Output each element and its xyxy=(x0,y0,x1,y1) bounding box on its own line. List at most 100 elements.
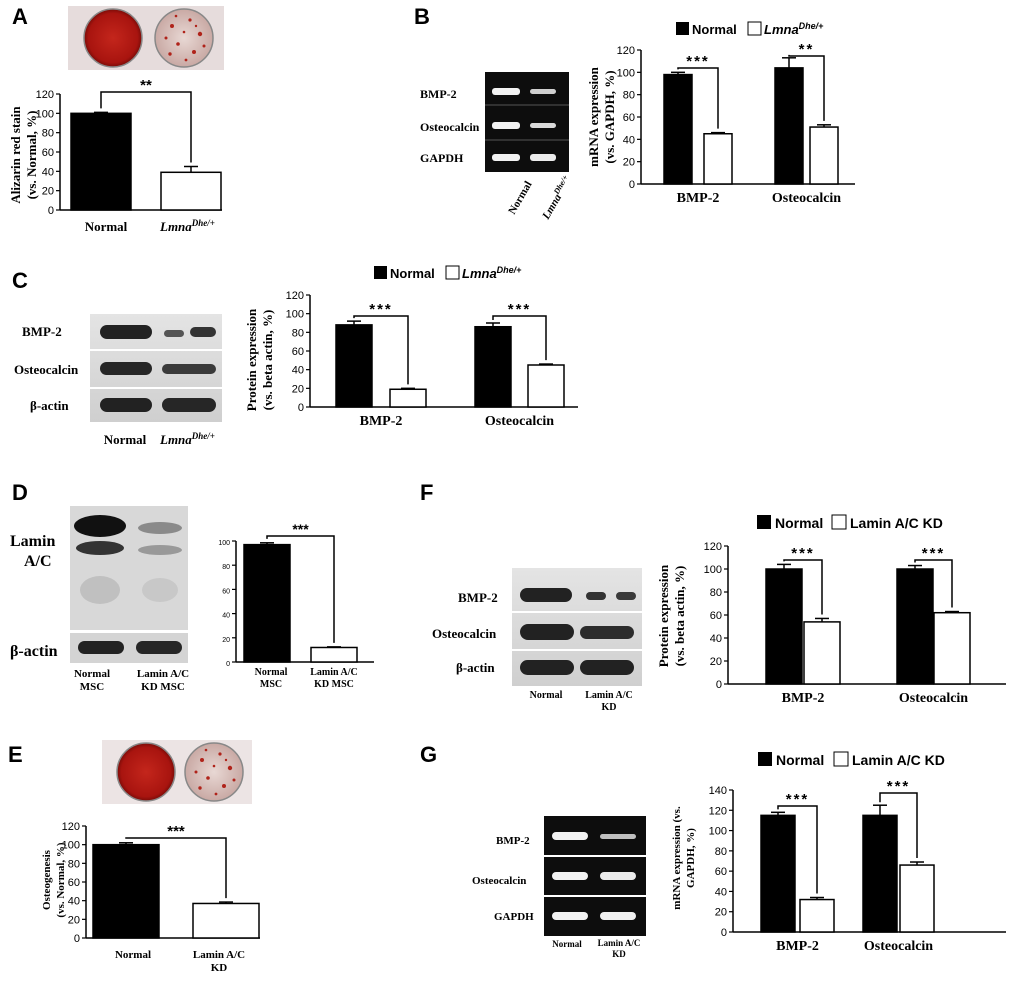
legend-label-c-normal: Normal xyxy=(390,266,435,281)
panel-d: D Lamin A/C β-actin Normal MSC Lamin A/C… xyxy=(10,480,374,693)
legend-swatch-b-lamin xyxy=(747,21,762,36)
y-axis-label-c-2: (vs. beta actin, %) xyxy=(260,310,275,411)
blot-image-d xyxy=(70,506,188,663)
y-axis-label-g-2: GAPDH, %) xyxy=(685,828,697,888)
bar-g xyxy=(899,864,935,933)
lane-label-d-kd-1: Lamin A/C xyxy=(137,668,189,680)
significance-label-b: ** xyxy=(799,41,815,58)
y-tick-label-f: 80 xyxy=(710,587,722,599)
significance-bracket-f xyxy=(783,559,823,615)
y-tick-label-b: 60 xyxy=(623,112,635,124)
y-tick-label-e: 80 xyxy=(68,858,80,870)
y-tick-label-d: 100 xyxy=(218,540,230,547)
lane-label-g-kd-2: KD xyxy=(612,949,626,959)
bar-c xyxy=(527,364,565,408)
lane-label-f-kd-1: Lamin A/C xyxy=(585,690,633,701)
blot-label-f-osteocalcin: Osteocalcin xyxy=(432,626,497,641)
x-category-label-c: BMP-2 xyxy=(360,414,403,429)
significance-label-a: ** xyxy=(140,77,152,94)
lane-label-g-kd-1: Lamin A/C xyxy=(598,938,641,948)
y-tick-label-c: 0 xyxy=(298,402,304,414)
chart-c: 0 20 40 60 80 100 120 *** BMP-2 *** Osteocalcin xyxy=(286,290,578,429)
y-tick-label-b: 0 xyxy=(629,179,635,191)
bar-d xyxy=(310,646,358,663)
panel-e: E Osteogenesis (vs. Normal, %) 0 20 40 60 80… xyxy=(8,740,260,974)
y-tick-label-b: 40 xyxy=(623,134,635,146)
y-tick-label-c: 20 xyxy=(292,383,304,395)
y-axis-label-a-2: (vs. Normal, %) xyxy=(24,111,39,200)
bar-f xyxy=(803,621,841,685)
significance-bracket-g xyxy=(879,792,918,859)
y-axis-label-a-1: Alizarin red stain xyxy=(8,106,23,204)
bar-g xyxy=(862,814,898,933)
panel-letter-b: B xyxy=(414,4,430,29)
lane-label-c-normal: Normal xyxy=(104,432,147,447)
blot-label-f-bmp2: BMP-2 xyxy=(458,590,498,605)
y-tick-label-b: 120 xyxy=(617,45,635,57)
lane-label-d-kd-2: KD MSC xyxy=(141,681,185,693)
bar-e xyxy=(92,843,160,939)
bar-b xyxy=(703,133,733,185)
y-axis-label-b-1: mRNA expression xyxy=(586,66,601,167)
x-category-label-c: Osteocalcin xyxy=(485,414,554,429)
y-tick-label-f: 120 xyxy=(704,541,722,553)
blot-label-c-bmp2: BMP-2 xyxy=(22,324,62,339)
bar-f xyxy=(896,568,934,685)
blot-label-c-osteocalcin: Osteocalcin xyxy=(14,362,79,377)
significance-label-d: *** xyxy=(292,521,309,537)
chart-f: 0 20 40 60 80 100 120 *** BMP-2 *** Osteocalcin xyxy=(704,541,1006,706)
panel-letter-e: E xyxy=(8,742,23,767)
bar-g xyxy=(760,814,796,933)
y-tick-label-g: 80 xyxy=(715,846,727,858)
gel-label-b-osteocalcin: Osteocalcin xyxy=(420,120,480,134)
y-tick-label-e: 20 xyxy=(68,914,80,926)
significance-bracket-e xyxy=(125,837,227,899)
bar-d xyxy=(243,543,291,663)
legend-label-f-normal: Normal xyxy=(775,515,823,531)
y-axis-label-e-1: Osteogenesis xyxy=(41,849,53,910)
y-axis-label-f-1: Protein expression xyxy=(656,564,671,667)
significance-label-b: *** xyxy=(686,53,710,70)
y-tick-label-g: 140 xyxy=(709,785,727,797)
blot-image-f xyxy=(512,568,642,686)
legend-swatch-c-lamin xyxy=(445,265,460,280)
y-axis-label-b-2: (vs. GAPDH, %) xyxy=(602,70,617,163)
y-tick-label-c: 40 xyxy=(292,365,304,377)
x-category-label-b: BMP-2 xyxy=(677,191,720,206)
y-tick-label-g: 120 xyxy=(709,805,727,817)
panel-letter-c: C xyxy=(12,268,28,293)
y-tick-label-a: 20 xyxy=(42,186,54,198)
significance-bracket-c xyxy=(353,315,409,385)
y-axis-label-e-2: (vs. Normal, %) xyxy=(55,842,67,917)
legend-swatch-b-normal xyxy=(676,22,689,35)
y-tick-label-b: 20 xyxy=(623,157,635,169)
y-tick-label-e: 120 xyxy=(62,821,80,833)
significance-bracket-g xyxy=(777,805,818,894)
legend-label-b-normal: Normal xyxy=(692,22,737,37)
dish-photo-a xyxy=(68,6,224,70)
gel-image-g xyxy=(544,816,646,936)
panel-b: B Normal LmnaDhe/+ BMP-2 Osteocalcin GAP… xyxy=(414,4,855,222)
significance-label-c: *** xyxy=(369,301,393,318)
y-tick-label-d: 20 xyxy=(222,637,230,644)
panel-a: A Alizarin red stain (vs. Normal, %) 0 20… xyxy=(8,4,224,234)
significance-label-g: *** xyxy=(786,791,810,808)
y-tick-label-d: 40 xyxy=(222,613,230,620)
y-tick-label-e: 40 xyxy=(68,896,80,908)
lane-label-b-normal: Normal xyxy=(506,179,534,216)
bar-f xyxy=(933,611,971,685)
blot-label-d-ac: A/C xyxy=(24,553,52,570)
legend-swatch-g-normal xyxy=(758,752,772,766)
y-tick-label-d: 80 xyxy=(222,564,230,571)
chart-d: 0 20 40 60 80 100 *** xyxy=(218,521,374,668)
legend-label-f-lamin: Lamin A/C KD xyxy=(850,515,943,531)
blot-label-c-actin: β-actin xyxy=(30,398,69,413)
significance-bracket-d xyxy=(266,535,335,643)
significance-label-f: *** xyxy=(922,545,946,562)
panel-f: F Normal Lamin A/C KD BMP-2 Osteocalcin … xyxy=(420,480,1006,713)
y-tick-label-e: 0 xyxy=(74,933,80,945)
chart-b: 0 20 40 60 80 100 120 *** BMP-2 ** Osteocalcin xyxy=(617,41,855,206)
x-category-label-g: BMP-2 xyxy=(776,939,819,954)
bar-b xyxy=(663,73,693,185)
